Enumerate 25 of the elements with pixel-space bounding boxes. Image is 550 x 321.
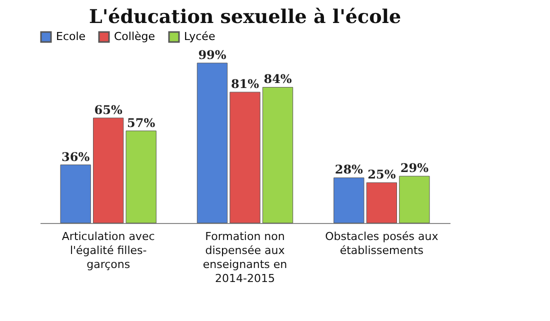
data-label: 36% [62, 150, 90, 164]
bar [399, 176, 430, 224]
bar [126, 130, 156, 224]
chart-title: L'éducation sexuelle à l'école [88, 6, 402, 28]
legend-label: Collège [114, 30, 156, 43]
x-tick-label: Formation non dispensée aux enseignants en 2014-2015 [202, 230, 288, 285]
data-label: 25% [368, 168, 396, 182]
legend-label: Lycée [184, 30, 216, 43]
bar [93, 118, 124, 224]
x-tick-label: Obstacles posés aux établissements [325, 230, 439, 257]
data-label: 28% [334, 162, 364, 177]
bar [366, 182, 397, 224]
legend-label: Ecole [56, 30, 86, 43]
data-label: 84% [264, 72, 292, 86]
data-label: 65% [94, 102, 123, 117]
data-label: 81% [230, 77, 260, 92]
data-label: 99% [198, 48, 227, 62]
bar [230, 92, 260, 224]
data-label: 57% [127, 116, 156, 130]
bar [196, 62, 228, 224]
bar [334, 177, 364, 224]
bar [262, 86, 294, 224]
data-label: 29% [400, 161, 430, 176]
x-tick-label: Articulation avec l'égalité filles-garçons [62, 230, 155, 271]
bar [60, 164, 91, 224]
